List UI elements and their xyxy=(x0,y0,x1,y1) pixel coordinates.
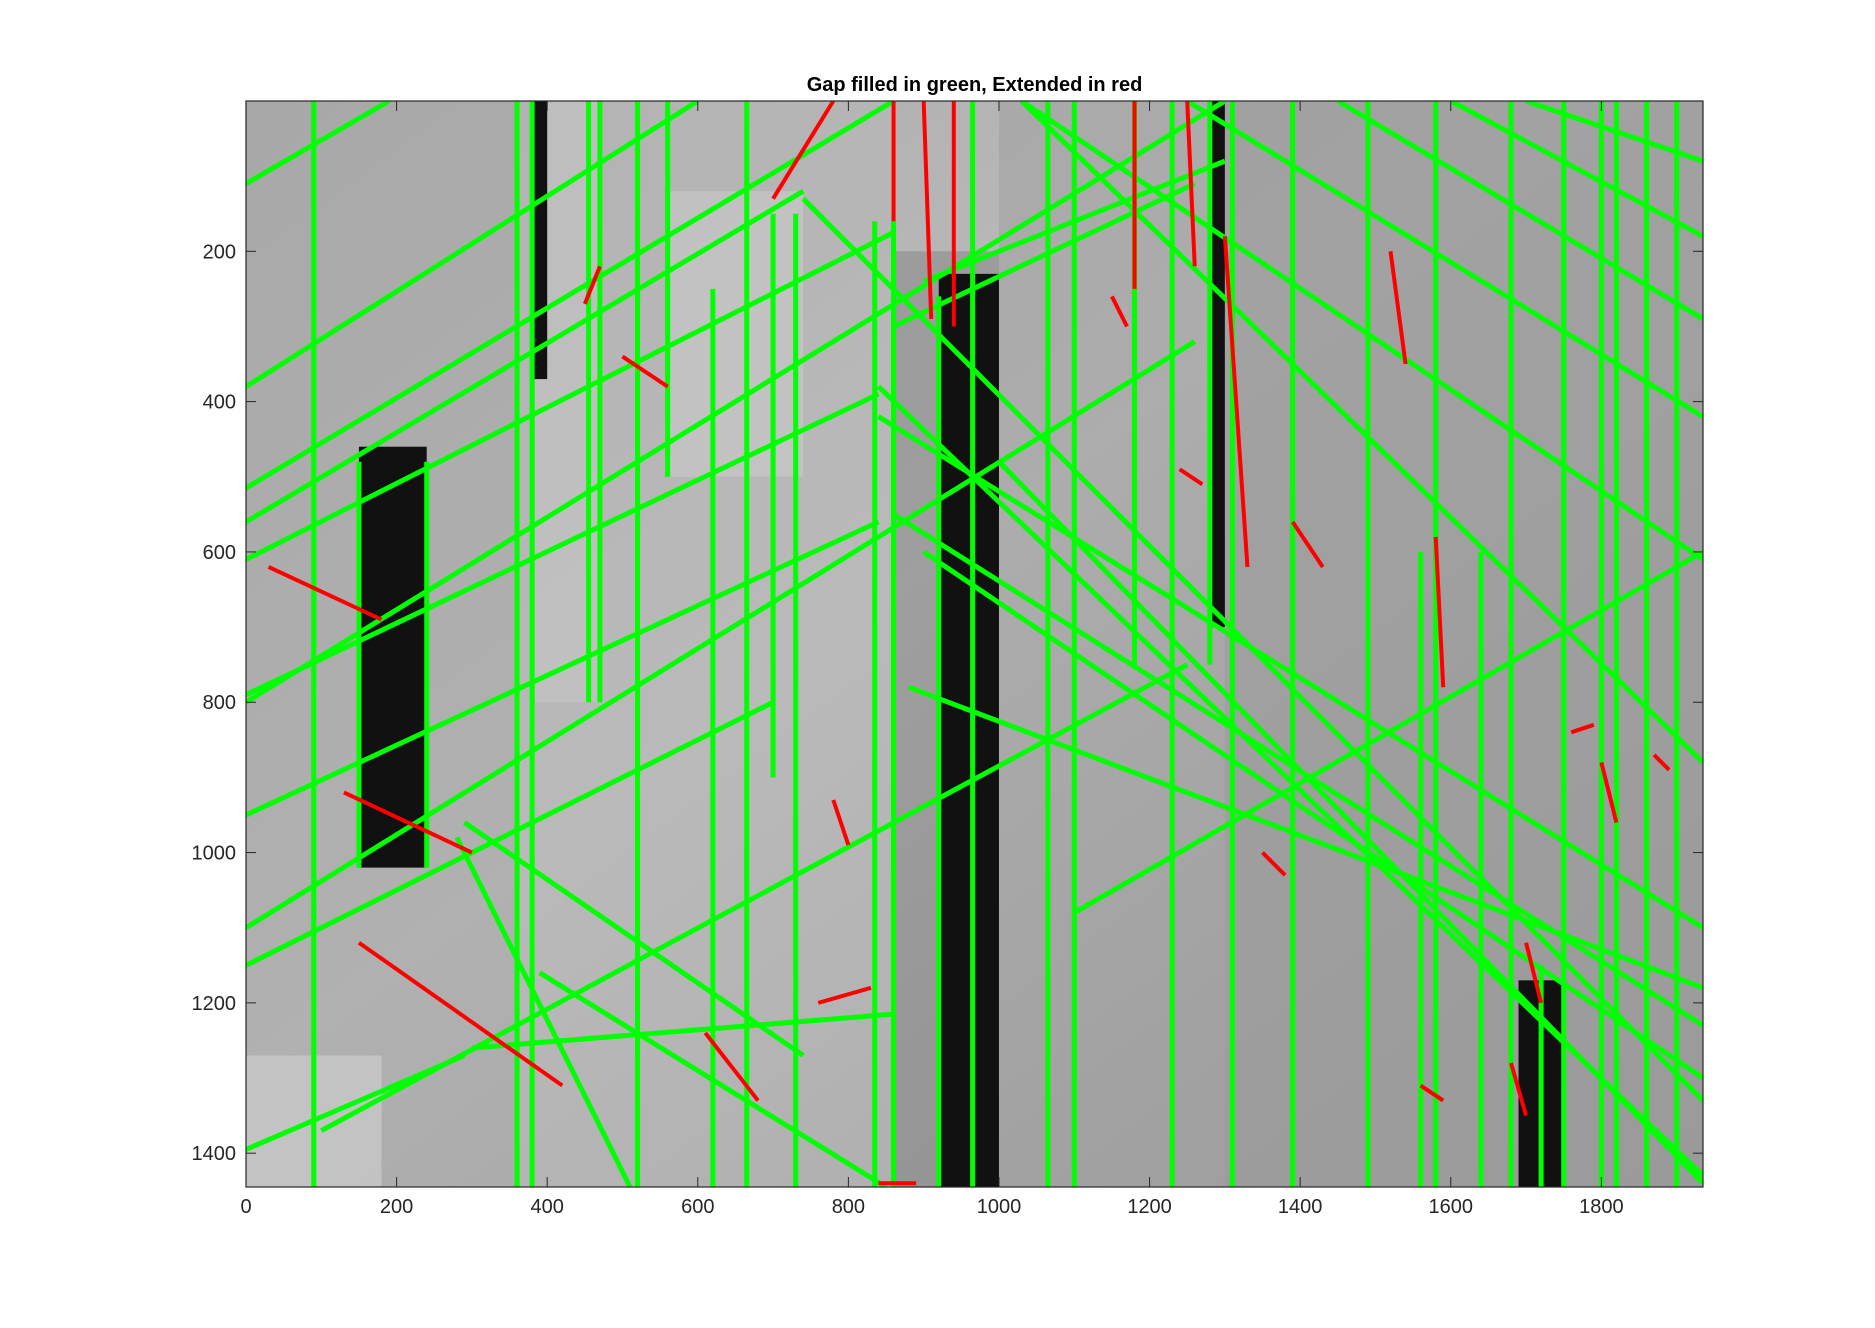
gap-filled-segment xyxy=(1073,549,1703,915)
extended-segment xyxy=(1185,101,1197,267)
extended-segment xyxy=(1290,520,1325,569)
image-dark-band xyxy=(358,446,427,868)
extended-segment xyxy=(267,565,383,622)
gap-filled-segment xyxy=(454,836,633,1187)
gap-filled-segment xyxy=(246,189,805,525)
extended-segment xyxy=(1599,761,1619,823)
overlay-lines xyxy=(246,101,1703,1187)
extended-segment xyxy=(1261,851,1287,877)
gap-filled-segment xyxy=(1336,101,1703,322)
gap-filled-segment xyxy=(246,700,775,968)
y-tick-label: 400 xyxy=(203,392,236,414)
x-tick-label: 600 xyxy=(681,1196,714,1218)
x-tick-label: 200 xyxy=(380,1196,413,1218)
extended-segment xyxy=(817,985,872,1005)
extended-segment xyxy=(1419,1083,1445,1103)
y-tick-label: 800 xyxy=(203,692,236,714)
extended-segment xyxy=(831,799,851,846)
image-panel xyxy=(1224,101,1703,1187)
extended-segment xyxy=(357,941,564,1088)
gap-filled-segment xyxy=(246,101,700,389)
gap-filled-segment xyxy=(246,230,895,562)
plot-image xyxy=(246,101,1703,1187)
extended-segment xyxy=(1524,942,1544,1004)
x-tick-label: 1400 xyxy=(1278,1196,1323,1218)
y-axis: 200 400 600 800 1000 1200 1400 xyxy=(192,241,1703,1165)
gap-filled-segment xyxy=(320,662,1189,1133)
x-tick-label: 400 xyxy=(531,1196,564,1218)
extended-segment xyxy=(1509,1062,1528,1117)
gap-filled-segment xyxy=(922,549,1703,1081)
gap-filled-segment xyxy=(907,684,1703,991)
x-tick-label: 0 xyxy=(240,1196,251,1218)
gap-filled-segment xyxy=(892,181,1196,329)
x-tick-label: 800 xyxy=(832,1196,865,1218)
gap-filled-segment xyxy=(246,101,391,186)
gap-filled-segment xyxy=(246,101,895,491)
extended-segment xyxy=(703,1031,760,1102)
y-tick-label: 1400 xyxy=(192,1143,237,1165)
extended-segment xyxy=(1570,722,1595,735)
y-tick-label: 600 xyxy=(203,542,236,564)
extended-segment xyxy=(1178,467,1204,486)
chart-title: Gap filled in green, Extended in red xyxy=(807,74,1143,96)
x-tick-label: 1200 xyxy=(1127,1196,1172,1218)
gap-filled-segment xyxy=(1449,101,1703,239)
x-axis: 0 200 400 600 800 1000 1200 1400 1600 1800 xyxy=(240,101,1624,1218)
y-tick-label: 1000 xyxy=(192,843,237,865)
extended-segment xyxy=(343,790,473,855)
gap-filled-segment xyxy=(246,101,1227,705)
extended-segment xyxy=(921,101,934,320)
image-dark-band xyxy=(938,273,999,1187)
extended-segment xyxy=(1110,295,1129,328)
x-tick-label: 1800 xyxy=(1579,1196,1624,1218)
extended-segment xyxy=(1388,251,1408,365)
x-tick-label: 1600 xyxy=(1429,1196,1474,1218)
extended-segment xyxy=(1222,236,1250,568)
y-tick-label: 200 xyxy=(203,241,236,263)
extended-segment xyxy=(771,101,836,200)
x-tick-label: 1000 xyxy=(977,1196,1022,1218)
axes-box xyxy=(245,100,1704,1188)
extended-segment xyxy=(582,265,602,305)
extended-segment xyxy=(621,354,669,389)
y-tick-label: 1200 xyxy=(192,993,237,1015)
gap-filled-segment xyxy=(246,339,1197,930)
gap-filled-segment xyxy=(471,1011,894,1051)
gap-filled-segment xyxy=(997,460,1703,1185)
extended-segment xyxy=(1652,753,1671,772)
extended-segment xyxy=(1433,536,1446,688)
